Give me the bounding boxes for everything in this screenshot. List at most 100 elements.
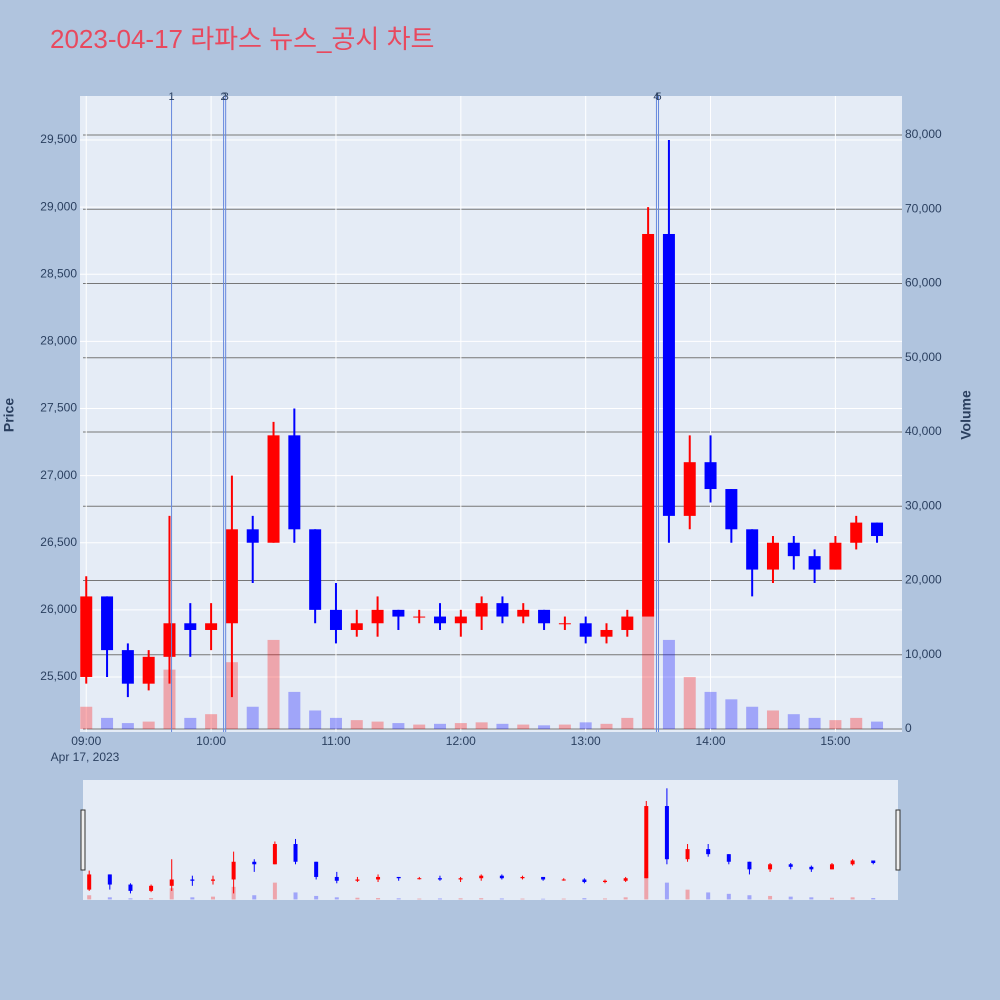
y2-axis-title: Volume (958, 390, 974, 440)
candle-body (371, 609, 384, 624)
news-label: 3 (223, 91, 229, 103)
x-tick-label: 11:00 (321, 734, 350, 748)
chart-title: 2023-04-17 라파스 뉴스_공시 차트 (50, 24, 434, 54)
candle-body (225, 529, 238, 624)
volume-bar (205, 714, 218, 730)
volume-bar (766, 710, 779, 730)
candle-body (644, 806, 649, 879)
candle-body (809, 866, 814, 870)
volume-bar (163, 669, 176, 730)
candle-body (190, 879, 195, 881)
y2-tick-label: 0 (905, 721, 912, 735)
x-date-label: Apr 17, 2023 (51, 750, 120, 764)
volume-bar (706, 892, 711, 900)
volume-bar (623, 897, 628, 900)
slider-handle[interactable] (895, 809, 901, 871)
volume-bar (314, 895, 319, 900)
candle-body (850, 522, 863, 543)
candle-body (621, 616, 634, 630)
candle-body (579, 623, 592, 637)
candle-body (314, 861, 319, 877)
x-tick-label: 14:00 (696, 734, 726, 748)
volume-bar (288, 691, 301, 730)
candle-body (231, 861, 236, 880)
candle-body (142, 656, 155, 684)
y-tick-label: 28,000 (40, 334, 77, 348)
slider-handle[interactable] (80, 809, 86, 871)
candle-body (355, 879, 360, 881)
y2-tick-label: 70,000 (905, 201, 942, 215)
x-tick-label: 15:00 (820, 734, 850, 748)
candle-body (704, 462, 717, 490)
candle-body (479, 875, 484, 879)
volume-bar (558, 724, 571, 730)
candle-body (107, 874, 112, 885)
candle-body (766, 542, 779, 570)
candle-body (272, 844, 277, 865)
volume-bar (579, 722, 592, 730)
volume-bar (246, 706, 259, 730)
volume-bar (520, 898, 525, 900)
volume-bar (184, 717, 197, 730)
candle-body (808, 556, 821, 570)
candle-body (788, 864, 793, 867)
candle-body (458, 878, 463, 880)
candle-body (582, 879, 587, 883)
volume-bar (272, 882, 277, 900)
volume-bar (267, 639, 280, 730)
range-slider[interactable] (83, 780, 898, 900)
candle-body (683, 462, 696, 516)
news-label: 2 (221, 91, 227, 103)
volume-bar (309, 710, 322, 730)
volume-bar (664, 882, 669, 900)
volume-bar (850, 717, 863, 730)
candle-body (210, 879, 215, 881)
candle-body (376, 876, 381, 880)
news-label: 5 (655, 91, 661, 103)
volume-bar (371, 721, 384, 730)
candle-body (293, 844, 298, 862)
x-tick-label: 13:00 (571, 734, 601, 748)
candle-body (454, 616, 467, 624)
y-tick-label: 27,500 (40, 401, 77, 415)
volume-bar (417, 898, 422, 900)
y-tick-label: 25,500 (40, 669, 77, 683)
candle-body (309, 529, 322, 610)
y2-tick-label: 50,000 (905, 350, 942, 364)
volume-bar (355, 897, 360, 900)
volume-bar (683, 677, 696, 730)
volume-bar (871, 721, 884, 730)
candle-body (871, 522, 884, 537)
volume-bar (392, 723, 405, 730)
candle-body (538, 609, 551, 624)
candle-body (80, 596, 93, 677)
candle-body (350, 623, 363, 630)
volume-bar (685, 889, 690, 900)
candle-body (850, 860, 855, 865)
candle-body (829, 864, 834, 870)
volume-bar (101, 717, 114, 730)
candle-body (746, 529, 759, 570)
candle-body (413, 616, 426, 618)
candle-body (871, 860, 876, 864)
candle-body (642, 233, 655, 617)
candle-body (706, 849, 711, 855)
volume-bar (107, 897, 112, 900)
volume-bar (603, 898, 608, 900)
volume-bar (121, 723, 134, 730)
news-label: 1 (169, 91, 175, 103)
volume-bar (582, 898, 587, 900)
candle-body (475, 603, 488, 617)
volume-bar (329, 717, 342, 730)
candle-body (600, 629, 613, 637)
y-tick-label: 28,500 (40, 266, 77, 280)
volume-bar (252, 895, 257, 900)
volume-bar (293, 892, 298, 900)
volume-bar (499, 898, 504, 900)
y-tick-label: 29,000 (40, 199, 77, 213)
volume-bar (437, 898, 442, 900)
candle-body (417, 878, 422, 880)
volume-bar (434, 723, 447, 730)
volume-bar (561, 898, 566, 900)
volume-bar (413, 724, 426, 730)
